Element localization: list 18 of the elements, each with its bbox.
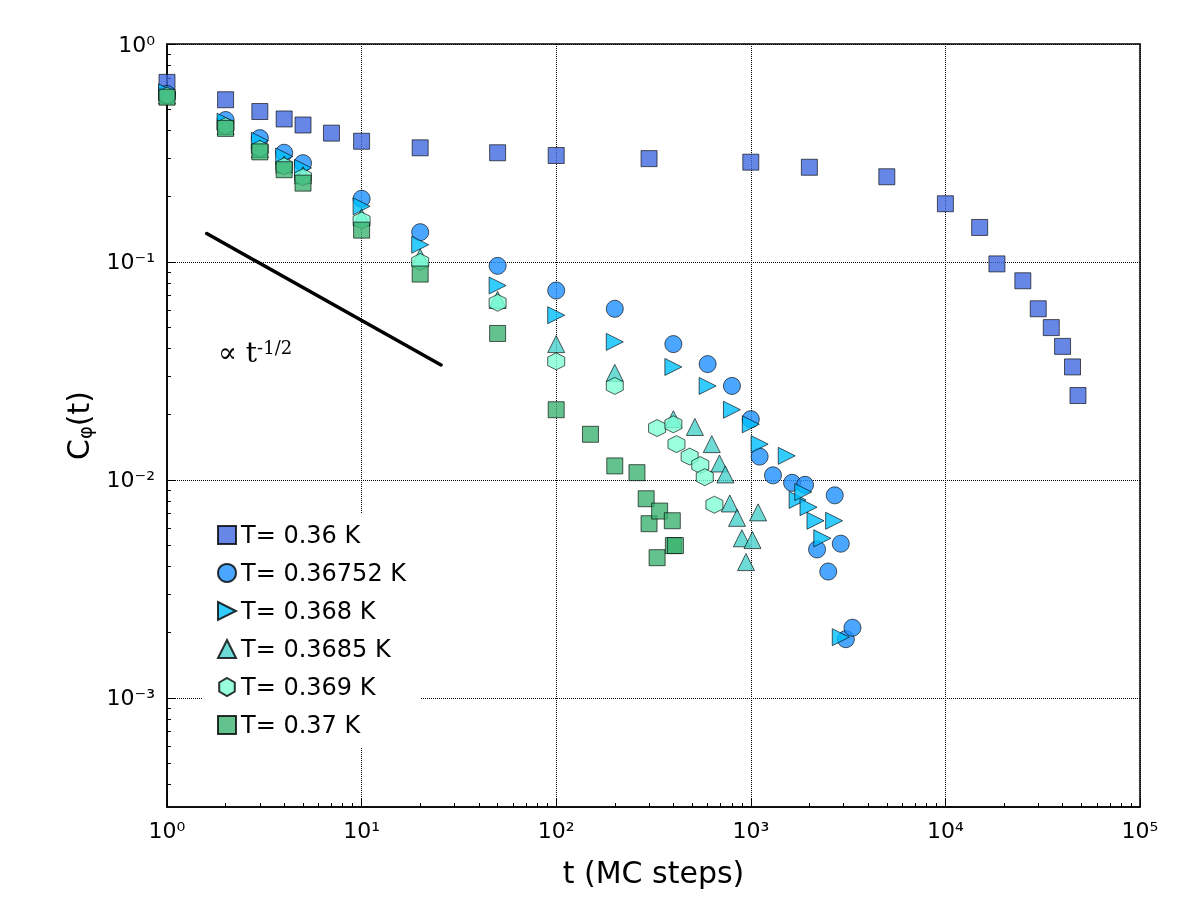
y-tick-label: 10⁰ xyxy=(118,31,156,57)
x-tick-label: 10² xyxy=(537,817,575,843)
x-axis-title: t (MC steps) xyxy=(562,854,745,890)
x-tick-label: 10⁰ xyxy=(148,817,186,843)
x-tick-label: 10³ xyxy=(732,817,770,843)
x-tick-label: 10⁴ xyxy=(926,817,964,843)
y-tick-label: 10⁻² xyxy=(106,467,155,493)
x-tick-label: 10¹ xyxy=(343,817,381,843)
legend-label: T= 0.36752 K xyxy=(240,559,408,587)
y-tick-label: 10⁻³ xyxy=(106,685,155,711)
legend-label: T= 0.3685 K xyxy=(240,635,392,663)
y-tick-label: 10⁻¹ xyxy=(106,249,155,275)
legend-label: T= 0.37 K xyxy=(240,711,362,739)
legend-label: T= 0.36 K xyxy=(240,521,362,549)
legend-label: T= 0.368 K xyxy=(240,597,377,625)
y-axis-title: Cφ(t) xyxy=(60,391,98,460)
x-tick-label: 10⁵ xyxy=(1121,817,1159,843)
legend-label: T= 0.369 K xyxy=(240,673,377,701)
